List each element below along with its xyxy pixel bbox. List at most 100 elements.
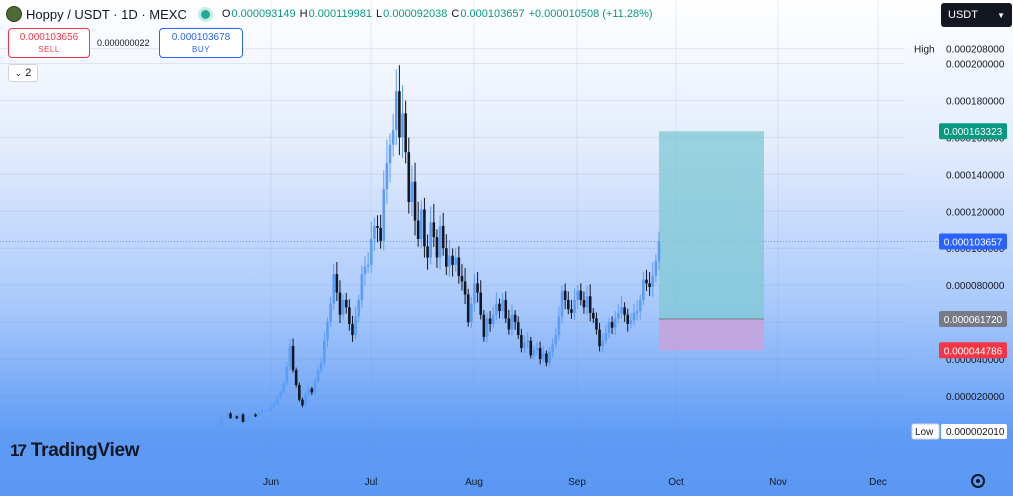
market-status-icon[interactable]: [200, 9, 210, 19]
candle-body: [398, 91, 401, 138]
candle-body: [429, 222, 432, 258]
price-tick-label: 0.000140000: [946, 170, 1005, 181]
candle-body: [251, 414, 254, 417]
candle-body: [413, 181, 417, 221]
candle-body: [235, 416, 239, 419]
candle-body: [319, 362, 323, 371]
candle-body: [373, 226, 376, 240]
candle-body: [588, 296, 592, 313]
candle-body: [391, 129, 395, 145]
candle-body: [316, 370, 320, 382]
candle-body: [310, 388, 314, 393]
candle-body: [326, 322, 329, 341]
candle-body: [366, 264, 370, 267]
candle-body: [570, 309, 573, 313]
candle-body: [301, 399, 304, 406]
loss-zone: [659, 318, 764, 351]
candle-body: [523, 342, 526, 349]
candle-body: [254, 414, 257, 417]
candle-body: [238, 414, 242, 419]
candle-body: [470, 303, 473, 323]
candle-body: [351, 323, 354, 336]
candle-body: [554, 335, 558, 345]
symbol-title[interactable]: Hoppy / USDT · 1D · MEXC: [26, 6, 187, 22]
candle-body: [520, 335, 523, 349]
candle-body: [598, 329, 601, 347]
candle-body: [219, 417, 223, 426]
candle-body: [382, 189, 386, 241]
candle-body: [276, 397, 279, 404]
candle-body: [551, 344, 554, 352]
candle-body: [269, 406, 273, 410]
candle-body: [426, 246, 429, 258]
candle-body: [526, 340, 529, 343]
candle-body: [604, 333, 608, 341]
time-tick-label: Jun: [263, 477, 279, 488]
candle-body: [463, 281, 467, 295]
sell-price: 0.000103656: [19, 32, 79, 43]
candle-body: [432, 222, 436, 238]
currency-selector[interactable]: USDT ▼: [941, 3, 1012, 27]
candle-body: [645, 279, 648, 284]
candle-series: [216, 65, 661, 427]
price-tick-label: 0.000180000: [946, 96, 1005, 107]
candle-body: [592, 312, 595, 319]
candle-body: [404, 113, 407, 153]
candle-body: [304, 394, 307, 406]
candle-body: [607, 322, 611, 334]
candle-body: [657, 241, 661, 261]
candle-body: [635, 311, 639, 313]
price-tick-label: 0.000208000: [946, 45, 1005, 56]
buy-button[interactable]: 0.000103678 BUY: [159, 28, 243, 58]
candle-body: [532, 349, 536, 356]
candle-body: [401, 113, 404, 138]
sell-button[interactable]: 0.000103656 SELL: [8, 28, 90, 58]
low-value: L0.000092038: [376, 8, 448, 20]
candle-body: [335, 274, 339, 293]
price-tick-label: 0.000200000: [946, 59, 1005, 70]
settings-gear-icon[interactable]: [971, 474, 985, 488]
last-price-badge-bg: [939, 233, 1007, 250]
profit-zone: [659, 131, 764, 319]
candle-body: [288, 346, 292, 367]
target-price-badge-bg: [939, 123, 1007, 140]
candle-body: [648, 283, 651, 288]
long-position-tool: [659, 131, 764, 351]
tradingview-mark-icon: 17: [10, 441, 27, 460]
candle-body: [241, 414, 245, 422]
candle-body: [479, 292, 483, 315]
candle-body: [451, 255, 454, 265]
candle-body: [507, 318, 511, 330]
candle-body: [476, 283, 479, 293]
price-tick-label: 0.000120000: [946, 207, 1005, 218]
candle-body: [557, 316, 561, 336]
tradingview-logo[interactable]: 17 TradingView: [10, 440, 140, 462]
candle-body: [617, 312, 620, 319]
candle-body: [620, 307, 623, 313]
low-value-bg: [941, 424, 1007, 439]
chevron-down-icon: ⌄: [14, 67, 23, 78]
buy-label: BUY: [192, 45, 210, 54]
candle-body: [510, 314, 514, 330]
candle-body: [438, 226, 442, 258]
sell-label: SELL: [38, 45, 60, 54]
candle-body: [285, 366, 289, 384]
indicators-count: 2: [25, 67, 32, 79]
candle-body: [410, 181, 414, 203]
high-value: H0.000119981: [299, 8, 373, 20]
candle-body: [266, 409, 270, 411]
change-value: +0.000010508 (+11.28%): [528, 8, 653, 20]
candle-body: [545, 353, 548, 363]
candle-body: [491, 314, 495, 324]
hoppy-logo-icon: [6, 6, 22, 22]
candle-body: [638, 299, 642, 312]
indicators-toggle-button[interactable]: ⌄ 2: [8, 64, 38, 82]
legend-header: Hoppy / USDT · 1D · MEXC O0.000093149 H0…: [6, 5, 657, 23]
buy-price: 0.000103678: [171, 32, 231, 43]
candle-body: [247, 416, 251, 421]
candle-body: [632, 312, 636, 321]
candle-body: [260, 410, 264, 413]
candle-body: [582, 299, 586, 308]
candle-body: [423, 209, 426, 247]
